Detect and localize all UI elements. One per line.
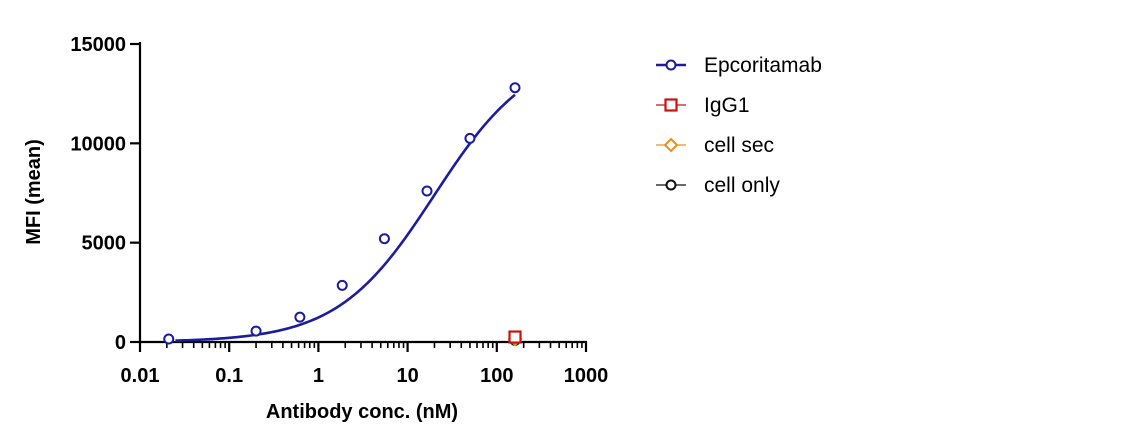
legend-label-igg1: IgG1 <box>704 94 750 117</box>
legend-label-epcoritamab: Epcoritamab <box>704 54 822 77</box>
legend-marker-igg1 <box>664 98 678 112</box>
x-tick-label: 1 <box>313 365 324 387</box>
data-point-igg1 <box>508 330 522 344</box>
data-point-epcoritamab <box>421 185 433 197</box>
x-axis-title: Antibody conc. (nM) <box>266 401 458 423</box>
legend-marker-cell-sec <box>663 137 679 153</box>
data-point-epcoritamab <box>336 279 348 291</box>
y-axis-title: MFI (mean) <box>23 139 45 245</box>
data-point-epcoritamab <box>250 325 262 337</box>
data-point-epcoritamab <box>163 333 175 345</box>
legend-marker-cell-only <box>665 179 677 191</box>
y-tick-label: 10000 <box>70 133 126 155</box>
data-point-epcoritamab <box>378 233 390 245</box>
x-tick-label: 100 <box>480 365 513 387</box>
y-tick-label: 0 <box>115 332 126 354</box>
data-point-epcoritamab <box>464 132 476 144</box>
x-tick-label: 10 <box>396 365 418 387</box>
y-tick-label: 15000 <box>70 34 126 56</box>
data-point-epcoritamab <box>509 82 521 94</box>
x-tick-label: 0.1 <box>215 365 243 387</box>
legend-label-cell-sec: cell sec <box>704 134 774 157</box>
legend-label-cell-only: cell only <box>704 174 780 197</box>
series-fit-curve-epcoritamab <box>175 93 516 342</box>
x-tick-label: 0.01 <box>121 365 160 387</box>
legend-marker-epcoritamab <box>665 59 677 71</box>
x-tick-label: 1000 <box>564 365 609 387</box>
data-point-epcoritamab <box>294 311 306 323</box>
y-tick-label: 5000 <box>82 233 127 255</box>
